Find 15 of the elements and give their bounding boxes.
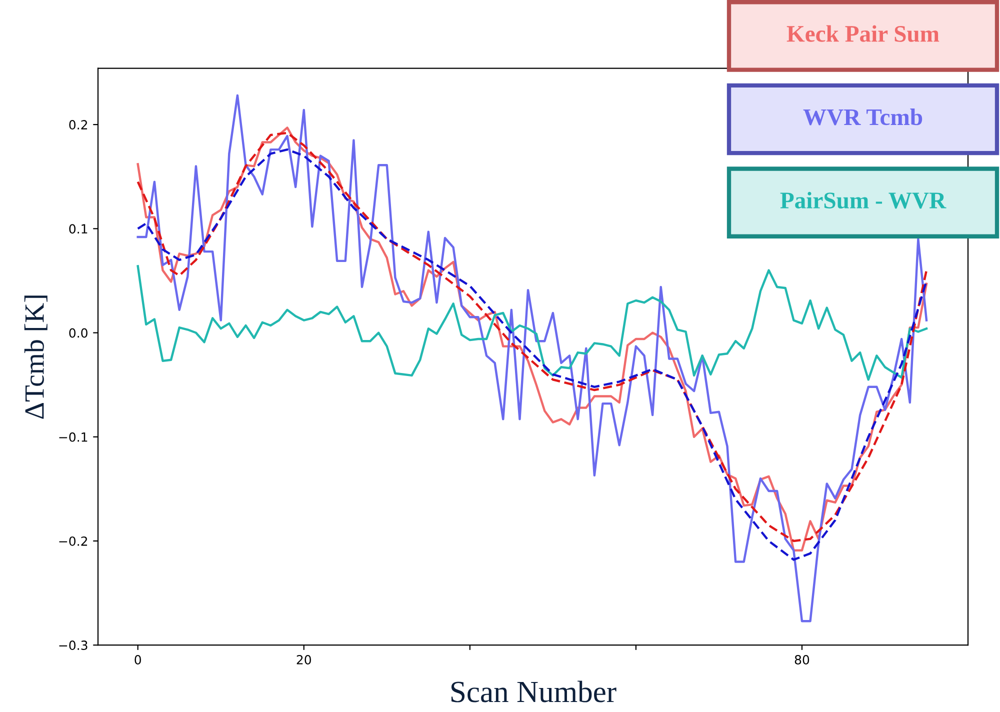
- line-series: [136, 265, 928, 381]
- y-tick-label: 0.1: [69, 224, 88, 234]
- y-tick-label: −0.1: [59, 432, 88, 442]
- y-tick-label: −0.2: [59, 536, 88, 546]
- text: WVR Tcmb: [803, 108, 922, 126]
- x-axis-title: Scan Number: [451, 680, 616, 702]
- y-axis-title: ΔTcmb [K]: [24, 296, 48, 419]
- x-tick-label: 20: [296, 655, 311, 664]
- y-tick-label: 0.2: [69, 120, 88, 130]
- y-tick-label: −0.3: [59, 640, 88, 650]
- y-tick-label: 0.0: [69, 328, 88, 338]
- text: PairSum - WVR: [780, 192, 946, 209]
- text: Keck Pair Sum: [786, 25, 940, 42]
- x-tick-label: 80: [794, 655, 810, 664]
- x-tick-label: 0: [134, 655, 141, 664]
